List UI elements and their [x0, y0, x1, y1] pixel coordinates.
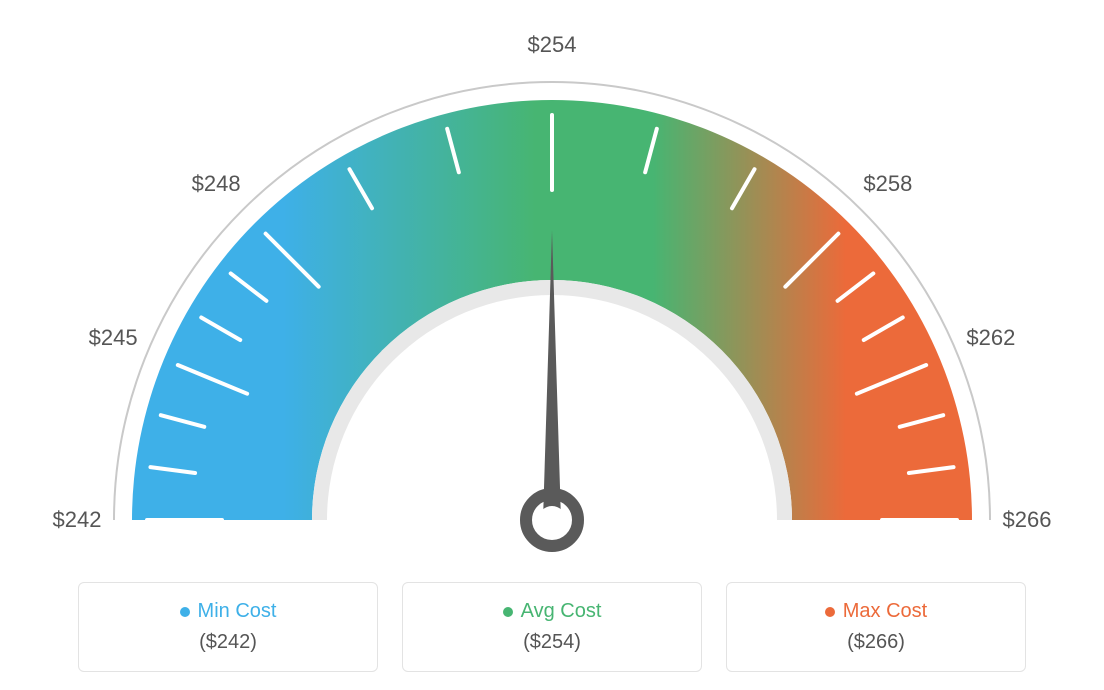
- gauge-tick-label: $258: [863, 171, 912, 196]
- gauge-tick-label: $262: [966, 325, 1015, 350]
- legend-min-value: ($242): [199, 631, 257, 654]
- dot-min-icon: [180, 607, 190, 617]
- gauge-tick-label: $248: [192, 171, 241, 196]
- gauge-chart: $242 $245 $248 $254 $258 $262 $266: [0, 0, 1104, 560]
- legend-max-value: ($266): [847, 631, 905, 654]
- legend-max-label: Max Cost: [843, 600, 927, 623]
- legend-card-min: Min Cost ($242): [78, 582, 378, 672]
- legend-card-max: Max Cost ($266): [726, 582, 1026, 672]
- gauge-tick-label: $245: [89, 325, 138, 350]
- dot-max-icon: [825, 607, 835, 617]
- legend-min-top: Min Cost: [180, 600, 277, 623]
- gauge-svg: $242 $245 $248 $254 $258 $262 $266: [0, 0, 1104, 560]
- gauge-tick-label: $242: [53, 507, 102, 532]
- legend-row: Min Cost ($242) Avg Cost ($254) Max Cost…: [0, 582, 1104, 672]
- legend-max-top: Max Cost: [825, 600, 927, 623]
- dot-avg-icon: [503, 607, 513, 617]
- legend-min-label: Min Cost: [198, 600, 277, 623]
- legend-avg-label: Avg Cost: [521, 600, 602, 623]
- legend-avg-value: ($254): [523, 631, 581, 654]
- legend-avg-top: Avg Cost: [503, 600, 602, 623]
- gauge-tick-label: $254: [528, 32, 577, 57]
- legend-card-avg: Avg Cost ($254): [402, 582, 702, 672]
- gauge-tick-label: $266: [1003, 507, 1052, 532]
